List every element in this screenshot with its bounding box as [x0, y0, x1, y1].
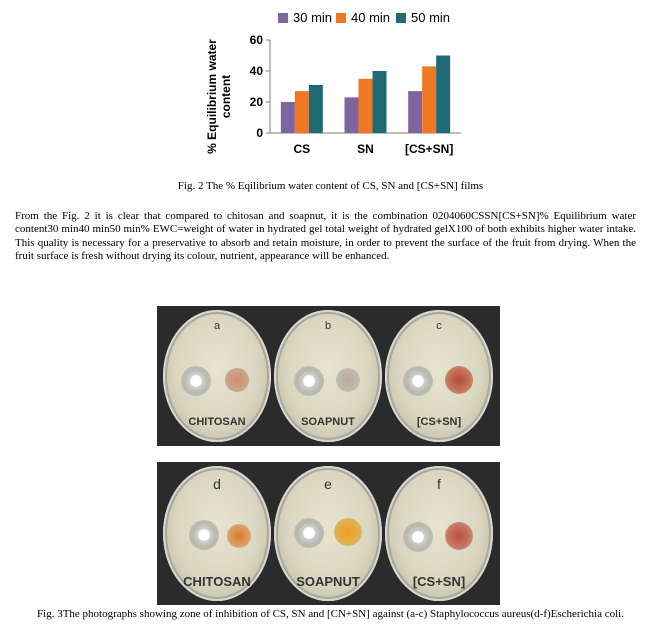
dish-label: SOAPNUT — [301, 416, 355, 428]
body-paragraph: From the Fig. 2 it is clear that compare… — [15, 210, 636, 263]
sample-disc — [227, 524, 251, 548]
bar-[CS+SN]-40 min — [422, 66, 437, 133]
sample-disc — [225, 368, 249, 392]
inhibition-zone — [403, 522, 433, 552]
petri-dish-e: e SOAPNUT — [274, 466, 382, 601]
bar-SN-30 min — [344, 97, 359, 133]
petri-dish-c: c [CS+SN] — [385, 310, 493, 442]
bar-CS-40 min — [294, 91, 309, 133]
dish-label: SOAPNUT — [296, 574, 360, 589]
x-tick-label: CS — [293, 142, 310, 156]
y-tick-label: 20 — [250, 95, 264, 109]
chart-svg: 0 20 40 60 CS SN [CS+SN] 30 min 40 min 50 min % Eq… — [205, 10, 461, 156]
sample-disc — [445, 522, 473, 550]
x-tick-label: SN — [357, 142, 374, 156]
dish-label: [CS+SN] — [416, 416, 462, 428]
bar-SN-40 min — [358, 78, 373, 133]
photo-row-staph: a CHITOSAN b SOAPNUT c [CS+SN] — [157, 306, 500, 446]
inhibition-zone — [294, 518, 324, 548]
bar-SN-50 min — [372, 71, 387, 133]
legend-label: 50 min — [411, 10, 450, 25]
dish-label: CHITOSAN — [188, 416, 246, 428]
dish-letter: a — [213, 320, 221, 332]
dish-letter: d — [213, 476, 221, 492]
bar-CS-50 min — [308, 84, 323, 133]
inhibition-zone — [181, 366, 211, 396]
sample-disc — [445, 366, 473, 394]
petri-dish-a: a CHITOSAN — [163, 310, 271, 442]
y-tick-label: 60 — [250, 33, 264, 47]
bar-CS-30 min — [280, 102, 295, 133]
bar-[CS+SN]-30 min — [408, 91, 423, 133]
legend-swatch — [396, 13, 406, 23]
inhibition-zone — [189, 520, 219, 550]
legend-swatch — [278, 13, 288, 23]
y-tick-label: 40 — [250, 64, 264, 78]
petri-dish-d: d CHITOSAN — [163, 466, 271, 601]
bar-[CS+SN]-50 min — [436, 55, 451, 133]
inhibition-zone — [294, 366, 324, 396]
dish-letter: e — [324, 476, 332, 492]
equilibrium-water-chart: 0 20 40 60 CS SN [CS+SN] 30 min 40 min 50 min % Eq… — [196, 5, 486, 175]
dish-label: CHITOSAN — [183, 574, 251, 589]
dish-letter: f — [437, 476, 441, 492]
photo-row-ecoli: d CHITOSAN e SOAPNUT f [CS+SN] — [157, 462, 500, 605]
y-axis-label-line2: content — [219, 75, 233, 118]
dish-letter: b — [324, 320, 332, 332]
fig3-caption: Fig. 3The photographs showing zone of in… — [37, 608, 624, 620]
inhibition-zone — [403, 366, 433, 396]
y-axis-label-line1: % Equilibrium water — [205, 39, 219, 154]
x-tick-label: [CS+SN] — [405, 142, 453, 156]
sample-disc — [336, 368, 360, 392]
dish-label: [CS+SN] — [412, 574, 466, 589]
legend-label: 30 min — [293, 10, 332, 25]
legend-swatch — [336, 13, 346, 23]
sample-disc — [334, 518, 362, 546]
legend-label: 40 min — [351, 10, 390, 25]
petri-dish-b: b SOAPNUT — [274, 310, 382, 442]
petri-dish-f: f [CS+SN] — [385, 466, 493, 601]
dish-letter: c — [436, 320, 442, 332]
y-axis-label: % Equilibrium watercontent — [205, 39, 233, 154]
fig2-caption: Fig. 2 The % Eqilibrium water content of… — [177, 180, 484, 192]
y-tick-label: 0 — [256, 126, 263, 140]
